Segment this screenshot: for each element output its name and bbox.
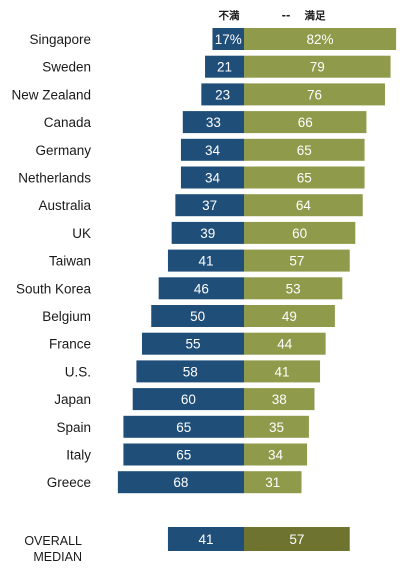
dissatisfied-bar-italy (123, 443, 244, 466)
dissatisfied-value-france: 55 (185, 337, 200, 352)
dissatisfied-value-uk: 39 (200, 226, 215, 241)
satisfied-bar-sweden (244, 55, 391, 78)
satisfied-value-spain: 35 (269, 420, 284, 435)
country-label-south-korea: South Korea (16, 281, 92, 296)
satisfied-bar-uk (244, 221, 356, 244)
satisfied-value-japan: 38 (272, 392, 287, 407)
satisfied-bar-singapore (244, 28, 397, 50)
dissatisfied-value-netherlands: 34 (205, 171, 221, 186)
overall-label-line2: MEDIAN (33, 550, 82, 564)
dissatisfied-bar-new-zealand (201, 83, 244, 106)
dissatisfied-bar-greece (117, 471, 244, 494)
dissatisfied-bar-belgium (151, 305, 244, 327)
country-label-uk: UK (72, 226, 91, 241)
dissatisfied-bar-uk (171, 221, 244, 244)
overall-satisfied-bar (244, 527, 350, 551)
dissatisfied-bar-france (141, 332, 244, 355)
dissatisfied-value-greece: 68 (173, 475, 188, 490)
satisfied-value-south-korea: 53 (286, 281, 301, 296)
satisfied-value-greece: 31 (265, 475, 280, 490)
dissatisfied-value-australia: 37 (202, 198, 217, 213)
country-label-italy: Italy (66, 448, 91, 463)
dissatisfied-value-south-korea: 46 (194, 281, 209, 296)
satisfied-bar-canada (244, 111, 367, 134)
satisfied-value-canada: 66 (298, 115, 313, 130)
satisfied-bar-australia (244, 194, 363, 217)
satisfied-bar-japan (244, 388, 315, 411)
dissatisfied-bar-u-s (136, 360, 244, 383)
country-label-singapore: Singapore (29, 32, 91, 47)
dissatisfied-bar-south-korea (158, 277, 244, 300)
satisfied-value-australia: 64 (296, 198, 312, 213)
dissatisfied-value-u-s: 58 (183, 364, 198, 379)
overall-dissatisfied-bar (167, 527, 244, 551)
dissatisfied-bar-singapore (212, 28, 244, 50)
dissatisfied-value-belgium: 50 (190, 309, 205, 324)
country-label-belgium: Belgium (42, 309, 91, 324)
satisfied-bar-netherlands (244, 166, 365, 189)
satisfied-value-uk: 60 (292, 226, 307, 241)
dissatisfied-value-taiwan: 41 (198, 254, 213, 269)
satisfied-bar-belgium (244, 305, 335, 327)
country-label-australia: Australia (38, 198, 91, 213)
country-label-germany: Germany (35, 143, 91, 158)
overall-label-line1: OVERALL (24, 534, 82, 548)
legend-satisfied: 満足 (305, 9, 326, 22)
dissatisfied-value-japan: 60 (181, 392, 196, 407)
satisfied-value-u-s: 41 (275, 364, 290, 379)
country-label-spain: Spain (56, 420, 91, 435)
satisfied-value-sweden: 79 (310, 60, 325, 75)
dissatisfied-bar-taiwan (167, 249, 244, 272)
satisfied-value-france: 44 (277, 337, 293, 352)
overall-dissatisfied-value: 41 (198, 532, 213, 547)
satisfied-value-italy: 34 (268, 448, 284, 463)
dissatisfied-value-italy: 65 (176, 448, 191, 463)
country-label-new-zealand: New Zealand (11, 87, 91, 102)
satisfied-bar-italy (244, 443, 308, 466)
overall-median: OVERALL MEDIAN 41 57 (24, 527, 350, 564)
dissatisfied-bar-japan (132, 388, 244, 411)
country-label-france: France (49, 337, 91, 352)
satisfied-bar-france (244, 332, 326, 355)
satisfied-value-new-zealand: 76 (307, 87, 322, 102)
dissatisfied-bar-netherlands (180, 166, 244, 189)
satisfied-bar-south-korea (244, 277, 343, 300)
dissatisfied-bar-australia (175, 194, 244, 217)
satisfied-bar-new-zealand (244, 83, 385, 106)
country-label-taiwan: Taiwan (49, 254, 91, 269)
dissatisfied-bar-canada (182, 111, 244, 134)
satisfied-value-belgium: 49 (282, 309, 297, 324)
country-label-u-s: U.S. (65, 364, 91, 379)
satisfied-value-germany: 65 (297, 143, 312, 158)
dissatisfied-value-sweden: 21 (217, 60, 232, 75)
satisfied-bar-u-s (244, 360, 321, 383)
country-label-greece: Greece (47, 475, 91, 490)
country-rows: Singapore 17% 82% Sweden 21 79 New Zealand 23 76… (11, 28, 397, 494)
overall-satisfied-value: 57 (289, 532, 304, 547)
legend-header: 不満 -- 満足 (219, 9, 326, 22)
dissatisfied-value-singapore: 17% (215, 32, 242, 47)
dissatisfied-bar-germany (180, 138, 244, 161)
satisfied-bar-taiwan (244, 249, 350, 272)
country-label-netherlands: Netherlands (18, 171, 91, 186)
country-label-canada: Canada (44, 115, 92, 130)
legend-dissatisfied: 不満 (219, 9, 240, 22)
dissatisfied-value-spain: 65 (176, 420, 191, 435)
satisfied-bar-greece (244, 471, 302, 494)
satisfied-value-netherlands: 65 (297, 171, 312, 186)
satisfied-bar-germany (244, 138, 365, 161)
country-label-japan: Japan (54, 392, 91, 407)
satisfied-value-singapore: 82% (307, 32, 334, 47)
dissatisfied-value-germany: 34 (205, 143, 221, 158)
dissatisfied-bar-sweden (205, 55, 244, 78)
satisfied-value-taiwan: 57 (289, 254, 304, 269)
country-label-sweden: Sweden (42, 60, 91, 75)
dissatisfied-value-new-zealand: 23 (215, 87, 230, 102)
dissatisfied-bar-spain (123, 415, 244, 438)
legend-separator: -- (282, 10, 291, 22)
dissatisfied-value-canada: 33 (206, 115, 221, 130)
satisfied-bar-spain (244, 415, 309, 438)
